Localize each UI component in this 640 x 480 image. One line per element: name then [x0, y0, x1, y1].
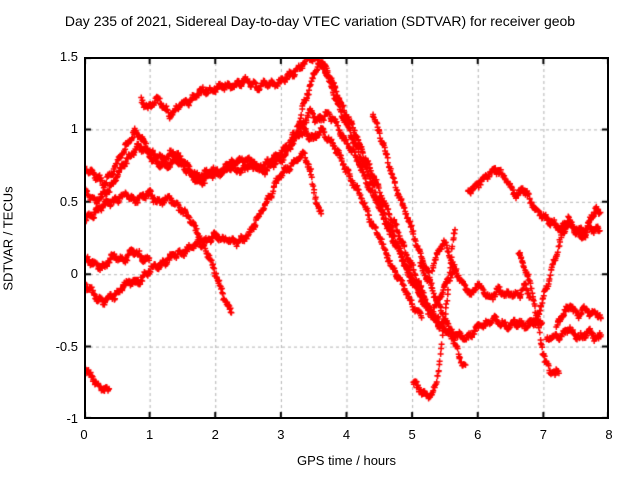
y-axis-label: SDTVAR / TECUs [0, 186, 16, 291]
x-tick-label: 8 [605, 427, 613, 442]
x-tick-label: 0 [80, 427, 88, 442]
chart-title: Day 235 of 2021, Sidereal Day-to-day VTE… [64, 13, 576, 29]
y-tick-label: -0.5 [55, 338, 78, 354]
y-tick-label: 0.5 [59, 193, 78, 209]
x-tick-label: 3 [277, 427, 285, 442]
y-tick-label: 0 [70, 266, 78, 282]
x-axis-label: GPS time / hours [297, 453, 396, 468]
x-tick-label: 6 [474, 427, 482, 442]
plot-border [84, 57, 609, 419]
y-tick-label: 1 [70, 121, 78, 137]
x-tick-label: 7 [539, 427, 547, 442]
x-tick-label: 4 [342, 427, 351, 442]
x-tick-label: 1 [146, 427, 154, 442]
x-tick-label: 5 [408, 427, 416, 442]
plot-area [84, 57, 609, 419]
y-tick-label: -1 [66, 411, 78, 426]
y-tick-label: 1.5 [59, 49, 78, 64]
x-tick-label: 2 [211, 427, 219, 442]
